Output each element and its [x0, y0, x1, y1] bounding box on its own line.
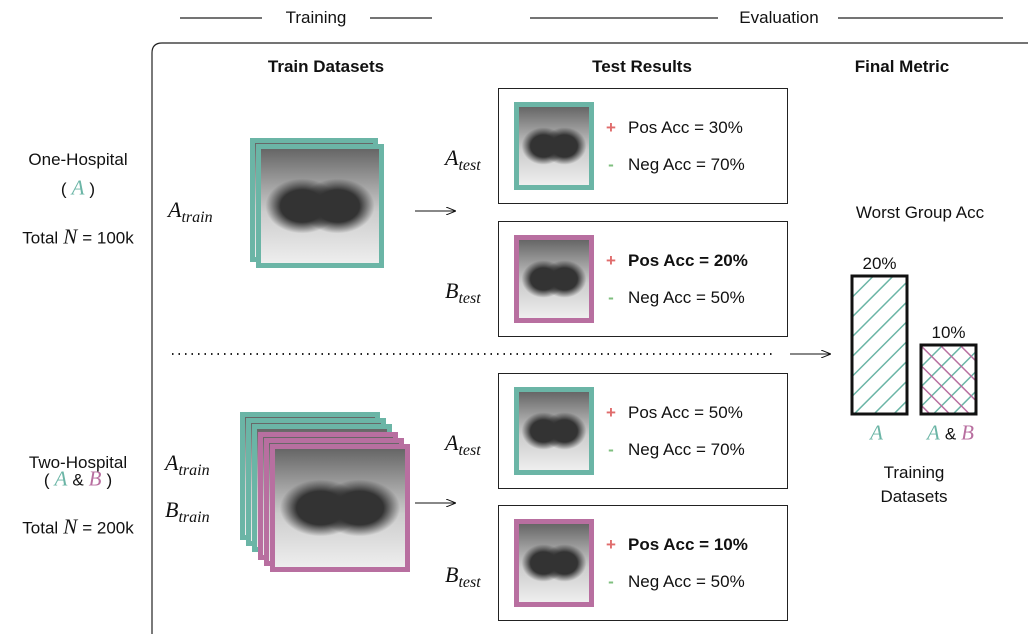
- text-part: A: [927, 420, 940, 445]
- subscript: train: [178, 509, 210, 526]
- text-part: B: [445, 278, 459, 303]
- text-part: (: [60, 179, 67, 199]
- text-part: ): [106, 470, 113, 490]
- text-part: Total: [22, 228, 59, 248]
- header-label: Training: [285, 8, 347, 27]
- sign: -: [608, 572, 614, 591]
- subscript: train: [181, 209, 213, 226]
- xray-image: [270, 444, 410, 572]
- metric: Neg Acc = 50%: [628, 288, 745, 307]
- value-label: 20%: [862, 254, 897, 273]
- xray-image: [514, 102, 594, 190]
- text-part: ): [89, 179, 96, 199]
- math-label: Btrain: [165, 497, 210, 527]
- metric: Neg Acc = 70%: [628, 440, 745, 459]
- text-part: A: [71, 175, 85, 200]
- column-header: Train Datasets: [267, 57, 385, 76]
- sign: -: [608, 155, 614, 174]
- metric: Pos Acc = 20%: [628, 251, 748, 270]
- text-part: A: [165, 450, 179, 475]
- math-label: Atrain: [168, 197, 213, 227]
- sign: +: [606, 118, 616, 137]
- subscript: test: [458, 574, 481, 591]
- subscript: test: [458, 157, 481, 174]
- row-label: Two-Hospital: [28, 453, 128, 472]
- subscript: test: [458, 442, 481, 459]
- metric: Neg Acc = 70%: [628, 155, 745, 174]
- text-group: A & B: [924, 421, 977, 446]
- text-part: &: [72, 470, 84, 490]
- text-part: (: [43, 470, 50, 490]
- text-part: A: [445, 145, 459, 170]
- text-part: &: [944, 424, 957, 444]
- sign: +: [606, 403, 616, 422]
- text-group: Total N = 100k: [20, 225, 135, 250]
- header-label: Evaluation: [739, 8, 819, 27]
- text-part: B: [445, 562, 459, 587]
- text-part: = 100k: [82, 228, 134, 248]
- subscript: train: [178, 462, 210, 479]
- bar: [850, 274, 909, 416]
- frame: [151, 42, 1028, 634]
- metric-title: Worst Group Acc: [855, 203, 985, 222]
- value-label: 10%: [931, 323, 966, 342]
- xray-image: [256, 144, 384, 268]
- text-group: Total N = 200k: [20, 515, 135, 540]
- math-label: Btest: [445, 562, 481, 592]
- math-label: Atrain: [165, 450, 210, 480]
- xray-image: [514, 235, 594, 323]
- sign: +: [606, 251, 616, 270]
- metric: Neg Acc = 50%: [628, 572, 745, 591]
- sign: -: [608, 440, 614, 459]
- text-part: B: [88, 466, 102, 491]
- xray-image: [514, 387, 594, 475]
- axis-label: Training Datasets: [880, 463, 948, 506]
- row-label: One-Hospital: [28, 150, 128, 169]
- text-group: A: [867, 421, 886, 446]
- text-part: A: [445, 430, 459, 455]
- xray-image: [514, 519, 594, 607]
- metric: Pos Acc = 10%: [628, 535, 748, 554]
- bar-outline: [919, 343, 978, 416]
- math-label: Atest: [445, 145, 481, 175]
- sign: -: [608, 288, 614, 307]
- metric: Pos Acc = 30%: [628, 118, 743, 137]
- text-part: B: [961, 420, 974, 445]
- text-part: A: [54, 466, 68, 491]
- bar-hatch: [921, 345, 976, 414]
- metric: Pos Acc = 50%: [628, 403, 743, 422]
- text-group: (A & B): [42, 467, 114, 492]
- text-part: Total: [22, 518, 59, 538]
- subscript: test: [458, 290, 481, 307]
- text-part: N: [63, 224, 78, 249]
- column-header: Test Results: [592, 57, 692, 76]
- sign: +: [606, 535, 616, 554]
- text-part: N: [63, 514, 78, 539]
- text-part: B: [165, 497, 179, 522]
- math-label: Btest: [445, 278, 481, 308]
- column-header: Final Metric: [854, 57, 950, 76]
- text-part: = 200k: [82, 518, 134, 538]
- text-part: A: [168, 197, 182, 222]
- math-label: Atest: [445, 430, 481, 460]
- text-group: (A): [59, 176, 97, 201]
- text-part: A: [870, 420, 883, 445]
